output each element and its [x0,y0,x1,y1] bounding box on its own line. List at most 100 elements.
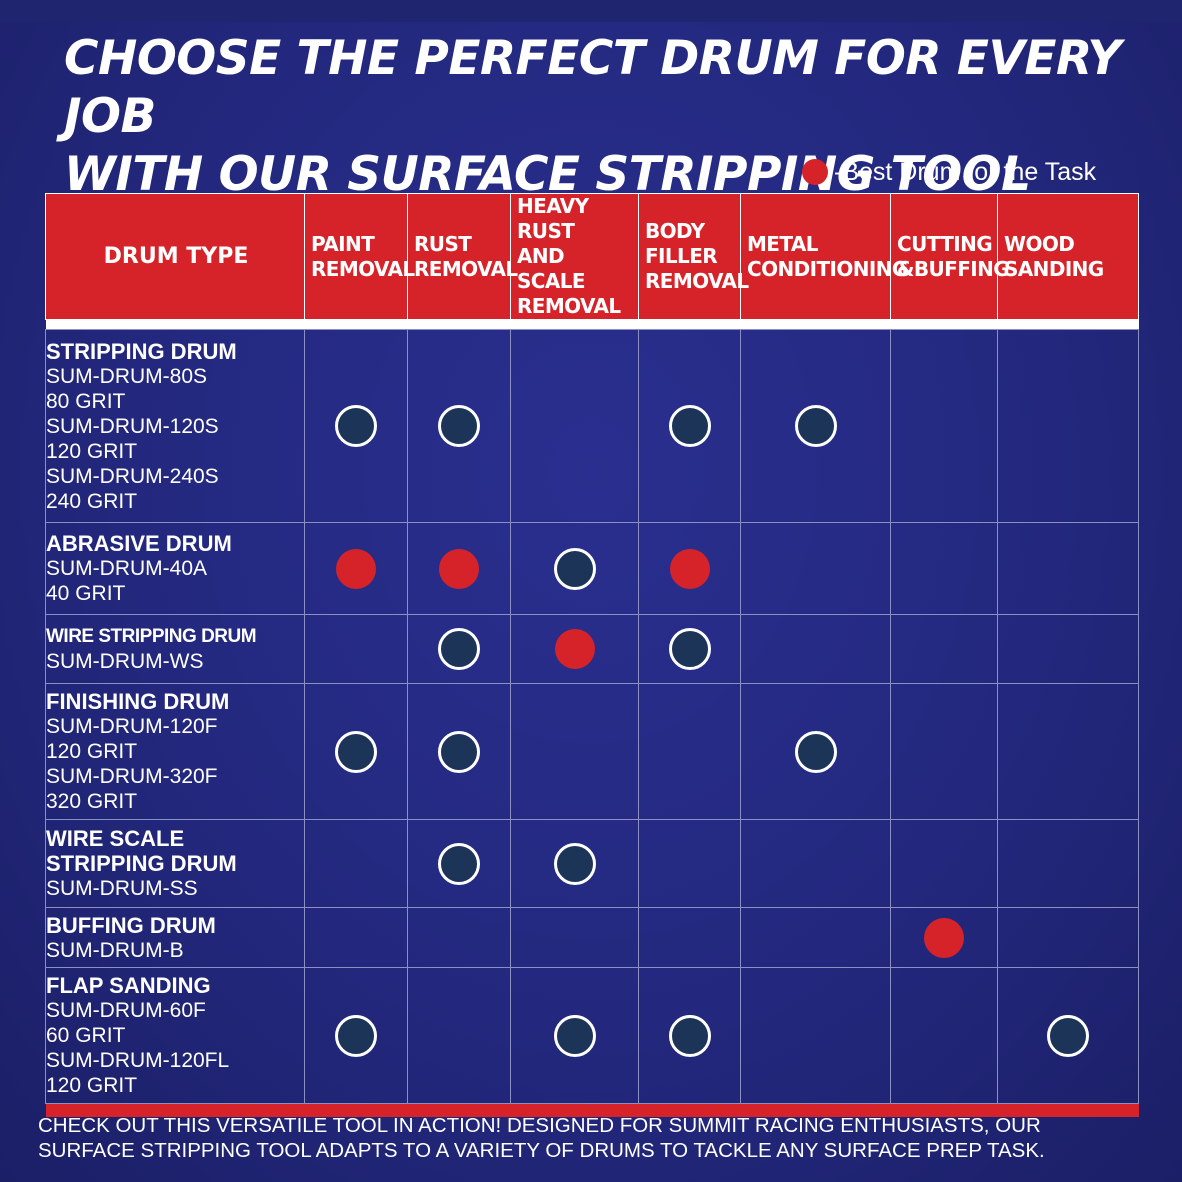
header-divider [45,319,1139,330]
column-header: BODY FILLER REMOVAL [638,193,749,320]
suitable-circle-icon [553,547,596,590]
column-header-line: PAINT [311,231,375,256]
best-drum-dot-icon [924,917,964,958]
table-row: BUFFING DRUM SUM-DRUM-B [45,907,1139,968]
mark-cell [304,907,408,968]
footer-line: CHECK OUT THIS VERSATILE TOOL IN ACTION!… [38,1114,1041,1137]
column-header: METAL CONDITIONING [740,193,908,320]
suitable-circle-icon [668,1014,711,1057]
drum-detail: 320 GRIT [46,790,138,813]
mark-cell [407,683,511,820]
column-header-line: RUST [414,231,472,256]
drum-detail: SUM-DRUM-320F [46,765,218,788]
column-header-line: REMOVAL [645,269,749,293]
table-row: ABRASIVE DRUM SUM-DRUM-40A 40 GRIT [45,522,1139,615]
best-drum-dot-icon [336,548,376,589]
mark-cell [997,614,1139,684]
drum-detail: 120 GRIT [46,439,138,463]
page-title: CHOOSE THE PERFECT DRUM FOR EVERY JOB WI… [64,30,1164,204]
drum-type-cell: FINISHING DRUM SUM-DRUM-120F 120 GRIT SUM-D… [45,683,305,820]
mark-cell [407,819,511,908]
mark-cell [304,967,408,1104]
suitable-circle-icon [1047,1014,1089,1057]
mark-cell [407,329,511,523]
table-row: WIRE STRIPPING DRUM SUM-DRUM-WS [45,614,1139,684]
drum-name: STRIPPING DRUM [46,338,237,364]
drum-detail: SUM-DRUM-B [46,938,184,962]
footer-text: CHECK OUT THIS VERSATILE TOOL IN ACTION!… [38,1113,1168,1163]
column-header-line: &BUFFING [897,256,1010,281]
drum-detail: SUM-DRUM-40A [46,557,208,580]
column-header-line: DRUM TYPE [103,244,249,269]
mark-cell [510,967,639,1104]
suitable-circle-icon [438,628,480,670]
mark-cell [997,967,1139,1104]
mark-cell [304,819,408,908]
drum-detail: SUM-DRUM-120F [46,715,218,738]
drum-name: BUFFING DRUM [46,912,216,938]
drum-detail: SUM-DRUM-WS [46,650,204,673]
column-header: WOOD SANDING [997,193,1139,320]
mark-cell [740,967,891,1104]
drum-detail: 40 GRIT [46,582,126,605]
mark-cell [740,522,891,615]
mark-cell [997,522,1139,615]
mark-cell [740,907,891,968]
drum-detail: SUM-DRUM-80S [46,364,208,388]
column-header-line: SANDING [1004,256,1104,281]
table-row: FLAP SANDING SUM-DRUM-60F 60 GRIT SUM-DRUM-… [45,967,1139,1104]
column-header-line: BODY [645,219,705,243]
suitable-circle-icon [438,842,480,885]
mark-cell [638,329,741,523]
suitable-circle-icon [553,842,596,885]
mark-cell [407,907,511,968]
mark-cell [890,522,998,615]
title-line: WITH OUR SURFACE STRIPPING TOOL [64,147,1031,202]
title-line: CHOOSE THE PERFECT DRUM FOR EVERY JOB [64,31,1121,144]
mark-cell [304,522,408,615]
drum-name: FLAP SANDING [46,973,211,998]
drum-name: ABRASIVE DRUM [46,531,232,556]
table-row: WIRE SCALE STRIPPING DRUM SUM-DRUM-SS [45,819,1139,908]
column-header-drum-type: DRUM TYPE [45,193,305,320]
drum-detail: 60 GRIT [46,1024,126,1047]
best-drum-dot-icon [439,548,479,589]
mark-cell [997,329,1139,523]
column-header: CUTTING &BUFFING [890,193,1010,320]
mark-cell [638,614,741,684]
mark-cell [407,614,511,684]
drum-type-cell: STRIPPING DRUM SUM-DRUM-80S 80 GRIT SUM-DRU… [45,329,305,523]
mark-cell [997,819,1139,908]
mark-cell [740,819,891,908]
mark-cell [638,967,741,1104]
drum-detail: 240 GRIT [46,489,138,513]
mark-cell [510,522,639,615]
mark-cell [304,683,408,820]
mark-cell [740,614,891,684]
column-header-line: CONDITIONING [747,256,908,281]
mark-cell [510,819,639,908]
mark-cell [407,522,511,615]
column-header-line: REMOVAL [311,256,415,281]
drum-name: WIRE STRIPPING DRUM [46,626,257,647]
column-header-line: REMOVAL [517,294,621,318]
footer-line: SURFACE STRIPPING TOOL ADAPTS TO A VARIE… [38,1139,1045,1162]
drum-type-cell: WIRE STRIPPING DRUM SUM-DRUM-WS [45,614,305,684]
legend: -Best Drum for the Task [802,157,1096,187]
column-header-line: METAL [747,231,818,256]
column-header-line: FILLER [645,244,718,268]
mark-cell [638,522,741,615]
mark-cell [638,907,741,968]
suitable-circle-icon [794,405,837,447]
drum-detail: 80 GRIT [46,389,126,413]
top-strip [0,0,1182,22]
suitable-circle-icon [553,1014,596,1057]
drum-name: FINISHING DRUM [46,689,230,714]
column-header-line: AND SCALE [517,244,586,293]
header-row: DRUM TYPE PAINT REMOVAL RUST REMOVAL HEAVY RU… [45,193,1139,320]
drum-detail: SUM-DRUM-120FL [46,1049,230,1072]
mark-cell [890,967,998,1104]
table-row: FINISHING DRUM SUM-DRUM-120F 120 GRIT SUM-D… [45,683,1139,820]
mark-cell [407,967,511,1104]
suitable-circle-icon [335,1014,377,1057]
